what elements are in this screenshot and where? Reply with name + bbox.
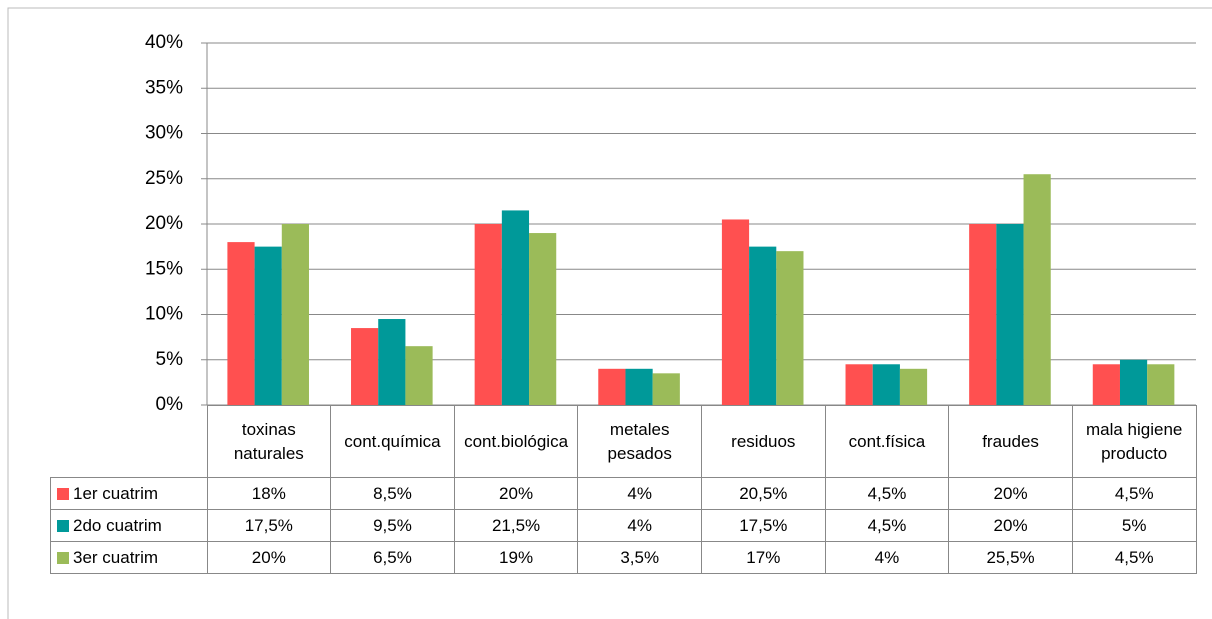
- value-label: 4,5%: [824, 477, 950, 510]
- bar: [652, 373, 680, 405]
- category-label: mala higiene producto: [1071, 405, 1197, 478]
- bar: [529, 233, 557, 405]
- y-tick-label: 15%: [145, 258, 183, 279]
- bar: [1119, 359, 1148, 405]
- data-table: toxinas naturales cont.química cont.biológ…: [50, 405, 1197, 574]
- bar: [1092, 364, 1120, 405]
- bar: [598, 368, 626, 405]
- legend-entry: 2do cuatrim: [50, 509, 208, 542]
- bar: [1023, 174, 1051, 405]
- category-label: fraudes: [948, 405, 1073, 478]
- legend-entry: 1er cuatrim: [50, 477, 208, 510]
- category-label: metales pesados: [577, 405, 702, 478]
- bar: [625, 368, 653, 405]
- value-label: 21,5%: [453, 509, 579, 542]
- value-label: 20%: [948, 477, 1073, 510]
- bar: [254, 246, 282, 405]
- value-label: 4,5%: [1071, 477, 1197, 510]
- category-label: cont.biológica: [453, 405, 579, 478]
- bar: [281, 224, 309, 405]
- bar: [378, 319, 406, 405]
- bar: [776, 251, 804, 405]
- y-tick-label: 30%: [145, 123, 183, 144]
- bar: [749, 246, 777, 405]
- category-label: cont.química: [330, 405, 455, 478]
- value-label: 20%: [206, 541, 332, 574]
- table-row: 3er cuatrim 20% 6,5% 19% 3,5% 17% 4% 25,5% 4,5%: [50, 541, 1197, 574]
- value-label: 4%: [824, 541, 950, 574]
- bar: [996, 224, 1024, 405]
- value-label: 4,5%: [824, 509, 950, 542]
- legend-swatch: [57, 487, 69, 500]
- legend-swatch: [57, 519, 69, 532]
- value-label: 17%: [701, 541, 826, 574]
- bar: [845, 364, 873, 405]
- value-label: 8,5%: [330, 477, 455, 510]
- y-tick-label: 5%: [156, 349, 184, 370]
- legend-entry: 3er cuatrim: [50, 541, 208, 574]
- category-label: toxinas naturales: [206, 405, 332, 478]
- bar: [405, 346, 433, 405]
- value-label: 20%: [948, 509, 1073, 542]
- bar: [227, 242, 255, 405]
- y-tick-label: 25%: [145, 168, 183, 189]
- value-label: 19%: [453, 541, 579, 574]
- y-tick-label: 40%: [145, 32, 183, 53]
- bar: [721, 219, 750, 405]
- y-tick-label: 20%: [145, 213, 183, 234]
- bar: [899, 368, 928, 405]
- table-row: 2do cuatrim 17,5% 9,5% 21,5% 4% 17,5% 4,5% 20% 5…: [50, 509, 1197, 542]
- value-label: 3,5%: [577, 541, 702, 574]
- value-label: 17,5%: [701, 509, 826, 542]
- chart-border: [7, 7, 1212, 619]
- value-label: 18%: [206, 477, 332, 510]
- bar: [351, 328, 379, 405]
- category-label: cont.física: [824, 405, 950, 478]
- value-label: 4%: [577, 509, 702, 542]
- legend-label: 3er cuatrim: [73, 547, 159, 567]
- legend-swatch: [57, 551, 69, 564]
- value-label: 5%: [1071, 509, 1197, 542]
- y-tick-label: 35%: [145, 77, 183, 98]
- value-label: 9,5%: [330, 509, 455, 542]
- bar: [474, 224, 502, 405]
- value-label: 6,5%: [330, 541, 455, 574]
- value-label: 4,5%: [1071, 541, 1197, 574]
- value-label: 4%: [577, 477, 702, 510]
- legend-label: 2do cuatrim: [73, 515, 162, 535]
- y-tick-label: 10%: [145, 304, 183, 325]
- bar: [872, 364, 900, 405]
- value-label: 20,5%: [701, 477, 826, 510]
- table-corner: [50, 405, 208, 478]
- value-label: 17,5%: [206, 509, 332, 542]
- bar: [1147, 364, 1175, 405]
- table-row: 1er cuatrim 18% 8,5% 20% 4% 20,5% 4,5% 20% 4,5%: [50, 477, 1197, 510]
- table-header-row: toxinas naturales cont.química cont.biológ…: [50, 405, 1197, 478]
- legend-label: 1er cuatrim: [73, 483, 159, 503]
- category-label: residuos: [701, 405, 826, 478]
- bar: [969, 224, 997, 405]
- value-label: 25,5%: [948, 541, 1073, 574]
- bar: [501, 210, 530, 405]
- value-label: 20%: [453, 477, 579, 510]
